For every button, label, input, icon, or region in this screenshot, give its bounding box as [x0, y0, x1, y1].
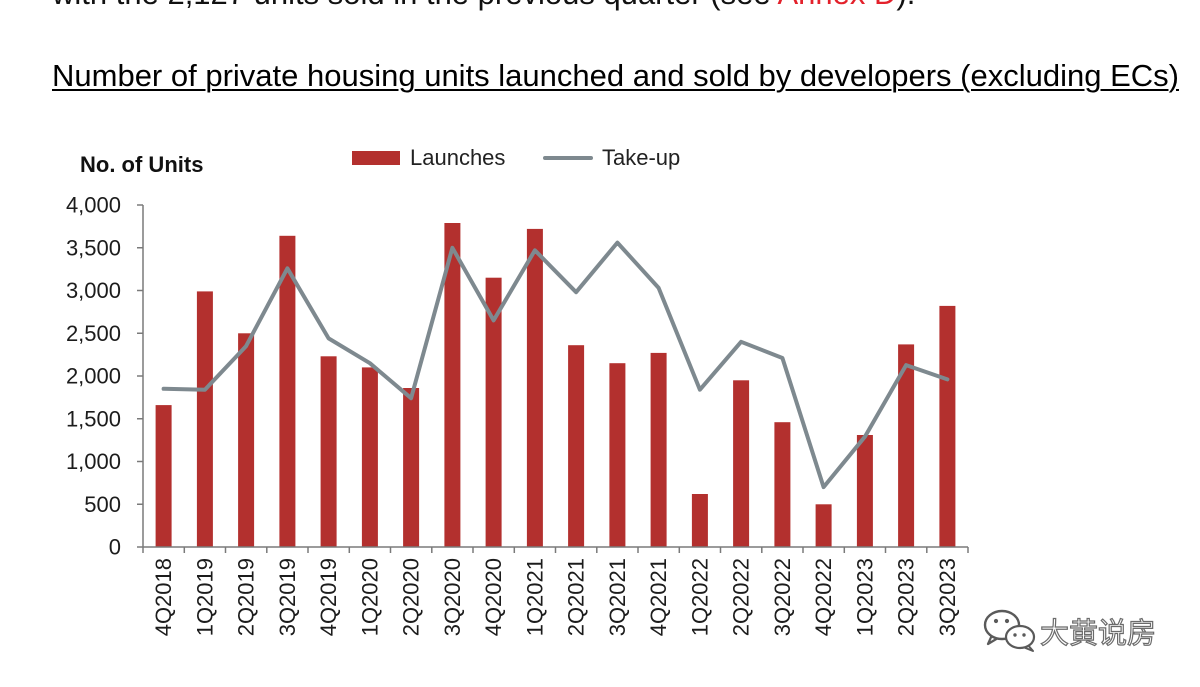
x-tick-label: 4Q2018 — [151, 558, 176, 636]
y-tick-label: 1,500 — [66, 406, 121, 431]
launches-bar-2q2023 — [898, 344, 915, 547]
launches-bar-1q2022 — [691, 494, 708, 547]
launches-bar-1q2023 — [856, 435, 873, 547]
launches-bar-3q2020 — [444, 223, 461, 547]
x-tick-label: 1Q2019 — [192, 558, 217, 636]
y-axis-title: No. of Units — [80, 152, 204, 177]
y-tick-label: 0 — [109, 535, 121, 560]
y-tick-label: 4,000 — [66, 193, 121, 218]
intro-text-suffix: ). — [896, 0, 915, 11]
x-tick-label: 4Q2021 — [646, 558, 671, 636]
launches-bar-3q2023 — [939, 305, 956, 547]
x-tick-label: 1Q2023 — [852, 558, 877, 636]
x-tick-label: 3Q2021 — [605, 558, 630, 636]
annex-d-link[interactable]: Annex D — [778, 0, 897, 11]
x-tick-label: 1Q2021 — [522, 558, 547, 636]
intro-text-prefix: with the 2,127 units sold in the previou… — [52, 0, 778, 11]
launches-bar-4q2022 — [815, 504, 832, 548]
launches-bar-3q2022 — [774, 422, 791, 547]
x-tick-label: 2Q2022 — [729, 558, 754, 636]
x-tick-label: 3Q2023 — [935, 558, 960, 636]
launches-bar-4q2020 — [485, 277, 502, 547]
launches-bar-1q2019 — [196, 291, 213, 547]
y-tick-label: 2,000 — [66, 364, 121, 389]
x-tick-label: 3Q2020 — [440, 558, 465, 636]
y-tick-label: 1,000 — [66, 449, 121, 474]
x-tick-label: 1Q2020 — [357, 558, 382, 636]
legend-take-up-label: Take-up — [602, 145, 681, 170]
watermark-text: 大黄说房 — [1039, 615, 1157, 650]
x-tick-label: 3Q2022 — [770, 558, 795, 636]
y-tick-label: 3,000 — [66, 278, 121, 303]
x-tick-label: 2Q2023 — [894, 558, 919, 636]
legend-launches-swatch — [352, 151, 400, 165]
launches-bar-1q2020 — [361, 367, 378, 547]
launches-bar-3q2019 — [279, 235, 296, 548]
launches-bar-3q2021 — [609, 363, 626, 547]
intro-text-line: with the 2,127 units sold in the previou… — [52, 0, 915, 9]
wechat-icon — [983, 609, 1036, 652]
x-tick-label: 4Q2019 — [316, 558, 341, 636]
launches-bar-2q2021 — [568, 345, 585, 547]
y-tick-label: 500 — [84, 492, 121, 517]
launches-bar-4q2019 — [320, 356, 337, 547]
legend-launches-label: Launches — [410, 145, 506, 170]
x-tick-label: 2Q2020 — [399, 558, 424, 636]
x-tick-label: 4Q2022 — [811, 558, 836, 636]
launches-bar-2q2019 — [238, 333, 255, 548]
x-tick-label: 4Q2020 — [481, 558, 506, 636]
take-up-line — [161, 240, 950, 490]
launches-bar-2q2022 — [733, 380, 750, 547]
x-tick-label: 1Q2022 — [687, 558, 712, 636]
launches-bar-4q2018 — [155, 405, 172, 547]
x-tick-label: 2Q2019 — [234, 558, 259, 636]
chart-title: Number of private housing units launched… — [52, 58, 1179, 93]
launches-bar-4q2021 — [650, 352, 667, 547]
y-tick-label: 2,500 — [66, 321, 121, 346]
x-tick-label: 2Q2021 — [564, 558, 589, 636]
launches-bar-1q2021 — [526, 228, 543, 547]
legend-take-up-swatch — [543, 156, 593, 160]
launches-bar-2q2020 — [403, 388, 420, 547]
y-tick-label: 3,500 — [66, 235, 121, 260]
x-tick-label: 3Q2019 — [275, 558, 300, 636]
chart-plot: 0 500 1,000 1,500 2,000 2,500 3,000 3,500 4,000 4… — [66, 193, 969, 636]
